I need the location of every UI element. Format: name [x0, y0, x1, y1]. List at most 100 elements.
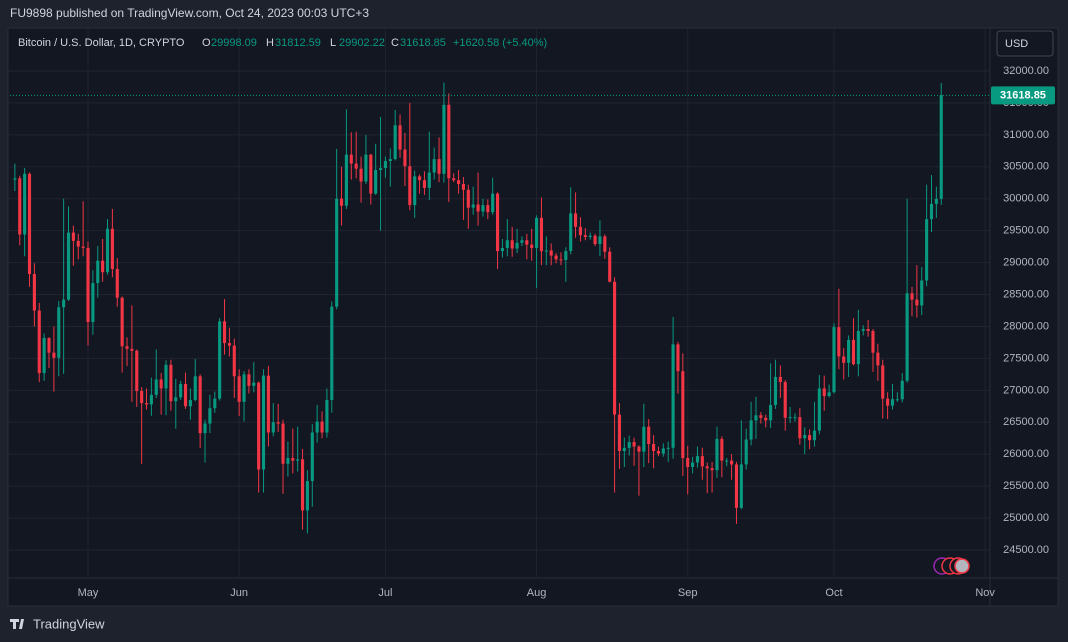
candle-body — [476, 204, 480, 212]
candle-body — [456, 180, 461, 185]
footer-brand: TradingView — [33, 616, 105, 631]
legend-value: 29998.09 — [211, 37, 257, 49]
y-tick-label: 24500.00 — [1003, 544, 1049, 556]
candle-body — [125, 346, 129, 349]
candle-body — [310, 432, 314, 482]
candle-body — [578, 226, 583, 236]
candle-body — [603, 236, 607, 252]
candle-body — [359, 168, 363, 182]
candle-body — [510, 240, 514, 249]
candle-body — [832, 327, 836, 393]
candle-body — [920, 280, 924, 306]
candle-body — [613, 281, 617, 415]
x-tick-label: Jun — [230, 587, 248, 599]
candle-body — [42, 337, 46, 374]
candle-body — [154, 379, 158, 395]
candle-body — [895, 399, 899, 401]
candle-body — [535, 217, 539, 248]
flag-icon — [954, 558, 970, 574]
candle-body — [188, 399, 192, 407]
candle-body — [725, 460, 729, 462]
candle-body — [466, 189, 470, 208]
candle-body — [847, 339, 851, 363]
candle-body — [622, 447, 626, 452]
legend-key: L — [330, 37, 336, 49]
price-tag-label: 31618.85 — [1000, 90, 1046, 102]
candle-body — [101, 260, 105, 273]
candle-body — [144, 403, 149, 405]
candle-body — [408, 166, 412, 206]
candle-body — [598, 236, 602, 245]
candle-body — [569, 213, 573, 252]
candle-body — [52, 352, 56, 358]
candle-body — [720, 438, 724, 461]
candle-body — [539, 217, 544, 252]
candle-body — [715, 438, 719, 471]
candle-body — [929, 203, 934, 220]
publish-header: FU9898 published on TradingView.com, Oct… — [10, 6, 369, 20]
candle-body — [325, 399, 329, 433]
candle-body — [91, 283, 95, 323]
y-tick-label: 29500.00 — [1003, 225, 1049, 237]
candle-body — [773, 376, 778, 406]
y-tick-label: 27500.00 — [1003, 352, 1049, 364]
y-tick-label: 29000.00 — [1003, 257, 1049, 269]
candle-body — [559, 259, 563, 261]
candle-body — [496, 193, 500, 252]
candle-body — [281, 423, 285, 464]
legend-key: C — [391, 37, 399, 49]
candle-body — [393, 125, 397, 160]
candle-body — [500, 247, 504, 252]
candle-body — [886, 398, 890, 406]
candle-body — [242, 374, 246, 402]
candle-body — [676, 344, 680, 372]
candle-body — [583, 235, 587, 238]
candle-body — [666, 447, 670, 449]
candle-body — [339, 198, 344, 206]
candle-body — [261, 375, 266, 470]
candle-body — [925, 219, 929, 281]
legend-value: 31812.59 — [275, 37, 321, 49]
candle-body — [71, 232, 75, 241]
candle-body — [934, 198, 938, 204]
candle-body — [140, 390, 144, 404]
candle-body — [291, 458, 295, 461]
candle-body — [96, 260, 100, 284]
candle-body — [115, 268, 119, 298]
candle-body — [486, 205, 490, 213]
candle-body — [783, 382, 787, 418]
candle-body — [422, 180, 426, 188]
candle-body — [354, 163, 358, 169]
currency-label: USD — [1005, 38, 1028, 50]
candle-body — [37, 310, 41, 374]
candle-body — [413, 176, 417, 206]
y-tick-label: 25000.00 — [1003, 512, 1049, 524]
candle-body — [471, 204, 475, 208]
candle-body — [520, 240, 524, 243]
candle-body — [778, 376, 782, 383]
candle-body — [822, 388, 826, 397]
y-tick-label: 26500.00 — [1003, 416, 1049, 428]
candle-body — [452, 178, 456, 181]
candle-body — [164, 364, 168, 389]
candle-body — [120, 297, 124, 347]
currency-button[interactable] — [996, 30, 1054, 57]
candle-body — [364, 154, 368, 182]
candle-body — [788, 417, 792, 419]
candle-body — [271, 422, 275, 433]
candle-body — [905, 293, 909, 381]
candle-body — [18, 178, 22, 235]
candle-body — [866, 329, 870, 331]
candle-body — [652, 443, 656, 452]
legend-value: 31618.85 — [400, 37, 446, 49]
candle-body — [890, 399, 895, 406]
candle-body — [330, 306, 334, 400]
y-tick-label: 28500.00 — [1003, 288, 1049, 300]
candle-body — [861, 329, 865, 331]
candle-body — [461, 184, 465, 190]
candle-body — [798, 417, 802, 439]
candle-body — [66, 232, 71, 300]
candle-body — [27, 173, 32, 275]
x-tick-label: Oct — [825, 587, 842, 599]
candle-body — [130, 348, 134, 351]
